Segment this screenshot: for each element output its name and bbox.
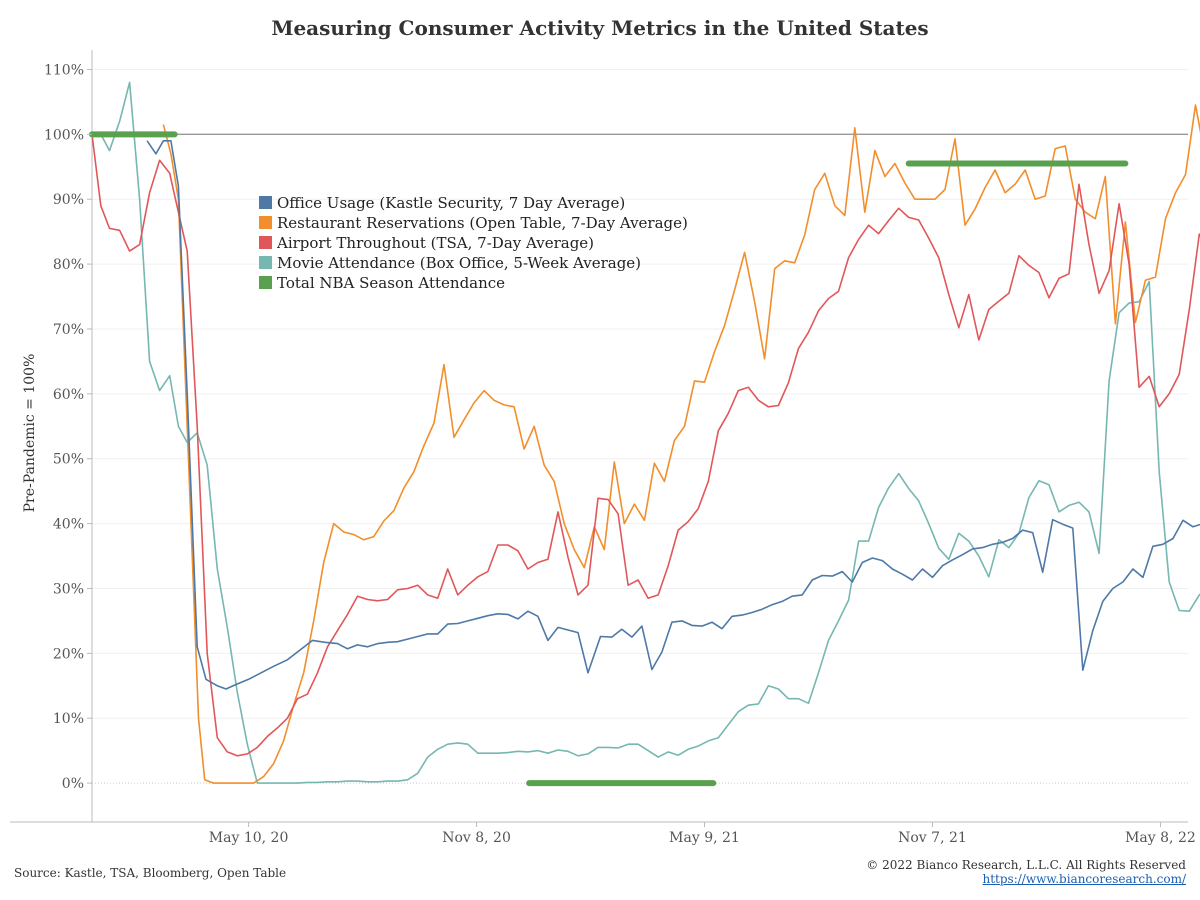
x-tick-label: May 10, 20 [209,830,289,846]
series-line-2 [91,134,1200,757]
y-tick-label: 100% [44,127,84,143]
legend-swatch-3 [259,256,272,269]
copyright-block: © 2022 Bianco Research, L.L.C. All Right… [866,858,1186,886]
chart-title: Measuring Consumer Activity Metrics in t… [271,16,929,40]
y-tick-label: 10% [53,711,84,727]
nba-attendance-segments [89,131,1129,787]
source-note: Source: Kastle, TSA, Bloomberg, Open Tab… [14,866,287,880]
x-tick-label: Nov 8, 20 [442,830,511,846]
legend-swatch-2 [259,236,272,249]
y-tick-label: 30% [53,581,84,597]
y-tick-label: 60% [53,387,84,403]
y-axis-label: Pre-Pandemic = 100% [22,354,38,513]
x-tick-label: Nov 7, 21 [898,830,967,846]
series-line-3 [92,81,1200,784]
x-tick-label: May 9, 21 [669,830,740,846]
copyright-text: © 2022 Bianco Research, L.L.C. All Right… [866,858,1186,872]
axes [10,50,1188,823]
legend-swatch-4 [259,276,272,289]
legend-label-3: Movie Attendance (Box Office, 5-Week Ave… [277,254,641,272]
legend-label-4: Total NBA Season Attendance [277,274,505,292]
x-axis-ticks: May 10, 20 Nov 8, 20 May 9, 21 Nov 7, 21 May… [209,822,1196,846]
legend-label-1: Restaurant Reservations (Open Table, 7-D… [277,214,688,232]
y-axis-ticks: 0% 10% 20% 30% 40% 50% 60% 70% 80% 90% 100% 110% [44,62,92,792]
y-tick-label: 0% [62,776,84,792]
legend-swatch-0 [259,196,272,209]
y-tick-label: 70% [53,322,84,338]
website-link[interactable]: https://www.biancoresearch.com/ [982,872,1186,886]
legend-swatch-1 [259,216,272,229]
y-tick-label: 20% [53,646,84,662]
y-tick-label: 110% [44,62,84,78]
series-lines [91,81,1200,784]
legend: Office Usage (Kastle Security, 7 Day Ave… [259,194,688,292]
y-tick-label: 80% [53,257,84,273]
y-tick-label: 90% [53,192,84,208]
legend-label-0: Office Usage (Kastle Security, 7 Day Ave… [277,194,625,212]
y-tick-label: 40% [53,517,84,533]
gridlines [92,68,1188,784]
y-tick-label: 50% [53,452,84,468]
x-tick-label: May 8, 22 [1125,830,1196,846]
legend-label-2: Airport Throughout (TSA, 7-Day Average) [276,234,594,252]
series-line-0 [146,140,1200,690]
